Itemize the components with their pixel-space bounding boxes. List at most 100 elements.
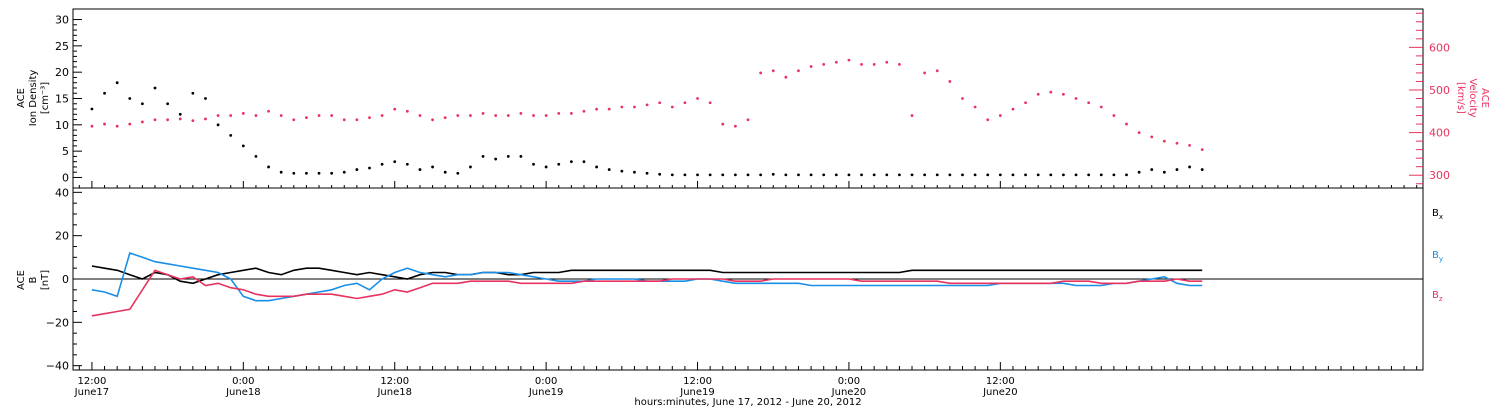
- velocity-point: [633, 105, 636, 109]
- time-tick-label: 12:00: [986, 376, 1015, 387]
- velocity-point: [607, 107, 611, 111]
- density-point: [279, 170, 283, 174]
- velocity-point: [317, 114, 321, 117]
- density-point: [885, 173, 889, 177]
- velocity-point: [469, 114, 472, 117]
- b-axis-label: ACE B [nT]: [16, 270, 51, 290]
- velocity-point: [898, 63, 901, 66]
- velocity-point: [342, 118, 346, 122]
- date-tick-label: June20: [831, 387, 867, 398]
- density-tick-label: 30: [55, 14, 69, 27]
- velocity-point: [1024, 101, 1027, 105]
- density-tick-label: 0: [62, 171, 69, 184]
- velocity-point: [456, 114, 460, 117]
- density-point: [1062, 173, 1065, 177]
- velocity-point: [1175, 141, 1179, 145]
- density-point: [1125, 173, 1128, 177]
- density-point: [103, 91, 106, 95]
- velocity-label-line-3: [km/s]: [1455, 82, 1466, 114]
- density-point: [292, 171, 296, 175]
- velocity-point: [279, 114, 283, 117]
- legend-item-bz: Bz: [1432, 290, 1443, 303]
- velocity-point: [834, 60, 838, 64]
- velocity-point: [204, 117, 207, 121]
- velocity-point: [935, 69, 939, 73]
- series-line-bz: [91, 269, 1203, 317]
- legend-item-bx: Bx: [1432, 208, 1443, 221]
- velocity-point: [557, 112, 561, 115]
- density-point: [204, 97, 207, 100]
- density-point: [1137, 170, 1141, 174]
- date-tick-label: June19: [528, 387, 564, 398]
- velocity-point: [519, 112, 523, 115]
- velocity-point: [822, 63, 826, 66]
- density-point: [368, 166, 371, 170]
- velocity-point: [1162, 139, 1166, 143]
- density-point: [1112, 173, 1116, 177]
- velocity-point: [948, 80, 952, 83]
- velocity-point: [784, 75, 788, 79]
- density-point: [1087, 173, 1091, 177]
- velocity-point: [595, 107, 598, 111]
- density-point: [860, 173, 863, 177]
- b-label-line-3: [nT]: [40, 270, 51, 290]
- time-tick-label: 0:00: [535, 376, 557, 387]
- velocity-point: [582, 109, 586, 113]
- velocity-point: [418, 114, 422, 117]
- velocity-point: [494, 114, 498, 117]
- velocity-point: [153, 118, 157, 122]
- velocity-point: [923, 71, 927, 75]
- density-point: [216, 123, 220, 127]
- density-point: [784, 173, 788, 177]
- density-point: [443, 170, 447, 174]
- velocity-label-line-1: ACE: [1479, 88, 1490, 108]
- velocity-point: [973, 105, 977, 109]
- velocity-point: [128, 122, 132, 126]
- velocity-point: [847, 58, 851, 62]
- velocity-point: [658, 101, 662, 105]
- velocity-point: [670, 105, 674, 109]
- velocity-point: [885, 60, 889, 64]
- density-point: [342, 170, 346, 174]
- b-tick-label: 0: [62, 273, 69, 286]
- density-point: [128, 97, 132, 100]
- velocity-point: [1188, 143, 1191, 147]
- density-point: [872, 173, 876, 177]
- density-point: [809, 173, 813, 177]
- b-legend: Bx By Bz: [1432, 208, 1443, 303]
- time-axis-title: hours:minutes, June 17, 2012 - June 20, …: [634, 397, 861, 408]
- density-point: [405, 162, 409, 166]
- density-label-line-3: [cm⁻³]: [40, 82, 51, 114]
- velocity-point: [115, 124, 119, 128]
- velocity-point: [1137, 131, 1141, 134]
- velocity-point: [1049, 90, 1053, 94]
- velocity-point: [569, 112, 573, 115]
- velocity-point: [733, 124, 737, 128]
- b-label-line-2: B: [28, 276, 39, 283]
- velocity-point: [380, 114, 384, 117]
- time-tick-label: 12:00: [78, 376, 107, 387]
- density-point: [582, 160, 586, 164]
- velocity-point: [620, 105, 624, 109]
- velocity-tick-label: 400: [1429, 127, 1450, 140]
- time-tick-label: 0:00: [838, 376, 860, 387]
- velocity-point: [393, 107, 397, 111]
- velocity-point: [330, 114, 334, 117]
- density-point: [532, 162, 535, 166]
- time-tick-label: 12:00: [380, 376, 409, 387]
- b-tick-label: −40: [46, 360, 69, 373]
- density-point: [1175, 168, 1179, 171]
- velocity-point: [229, 114, 233, 117]
- density-point: [645, 171, 649, 175]
- date-tick-label: June18: [225, 387, 261, 398]
- density-point: [1200, 168, 1204, 171]
- density-tick-label: 20: [55, 66, 69, 79]
- velocity-point: [1112, 114, 1116, 117]
- velocity-point: [355, 118, 359, 122]
- velocity-point: [1099, 105, 1103, 109]
- density-point: [683, 173, 687, 177]
- density-point: [670, 173, 674, 177]
- density-point: [317, 171, 321, 175]
- velocity-point: [1036, 92, 1040, 96]
